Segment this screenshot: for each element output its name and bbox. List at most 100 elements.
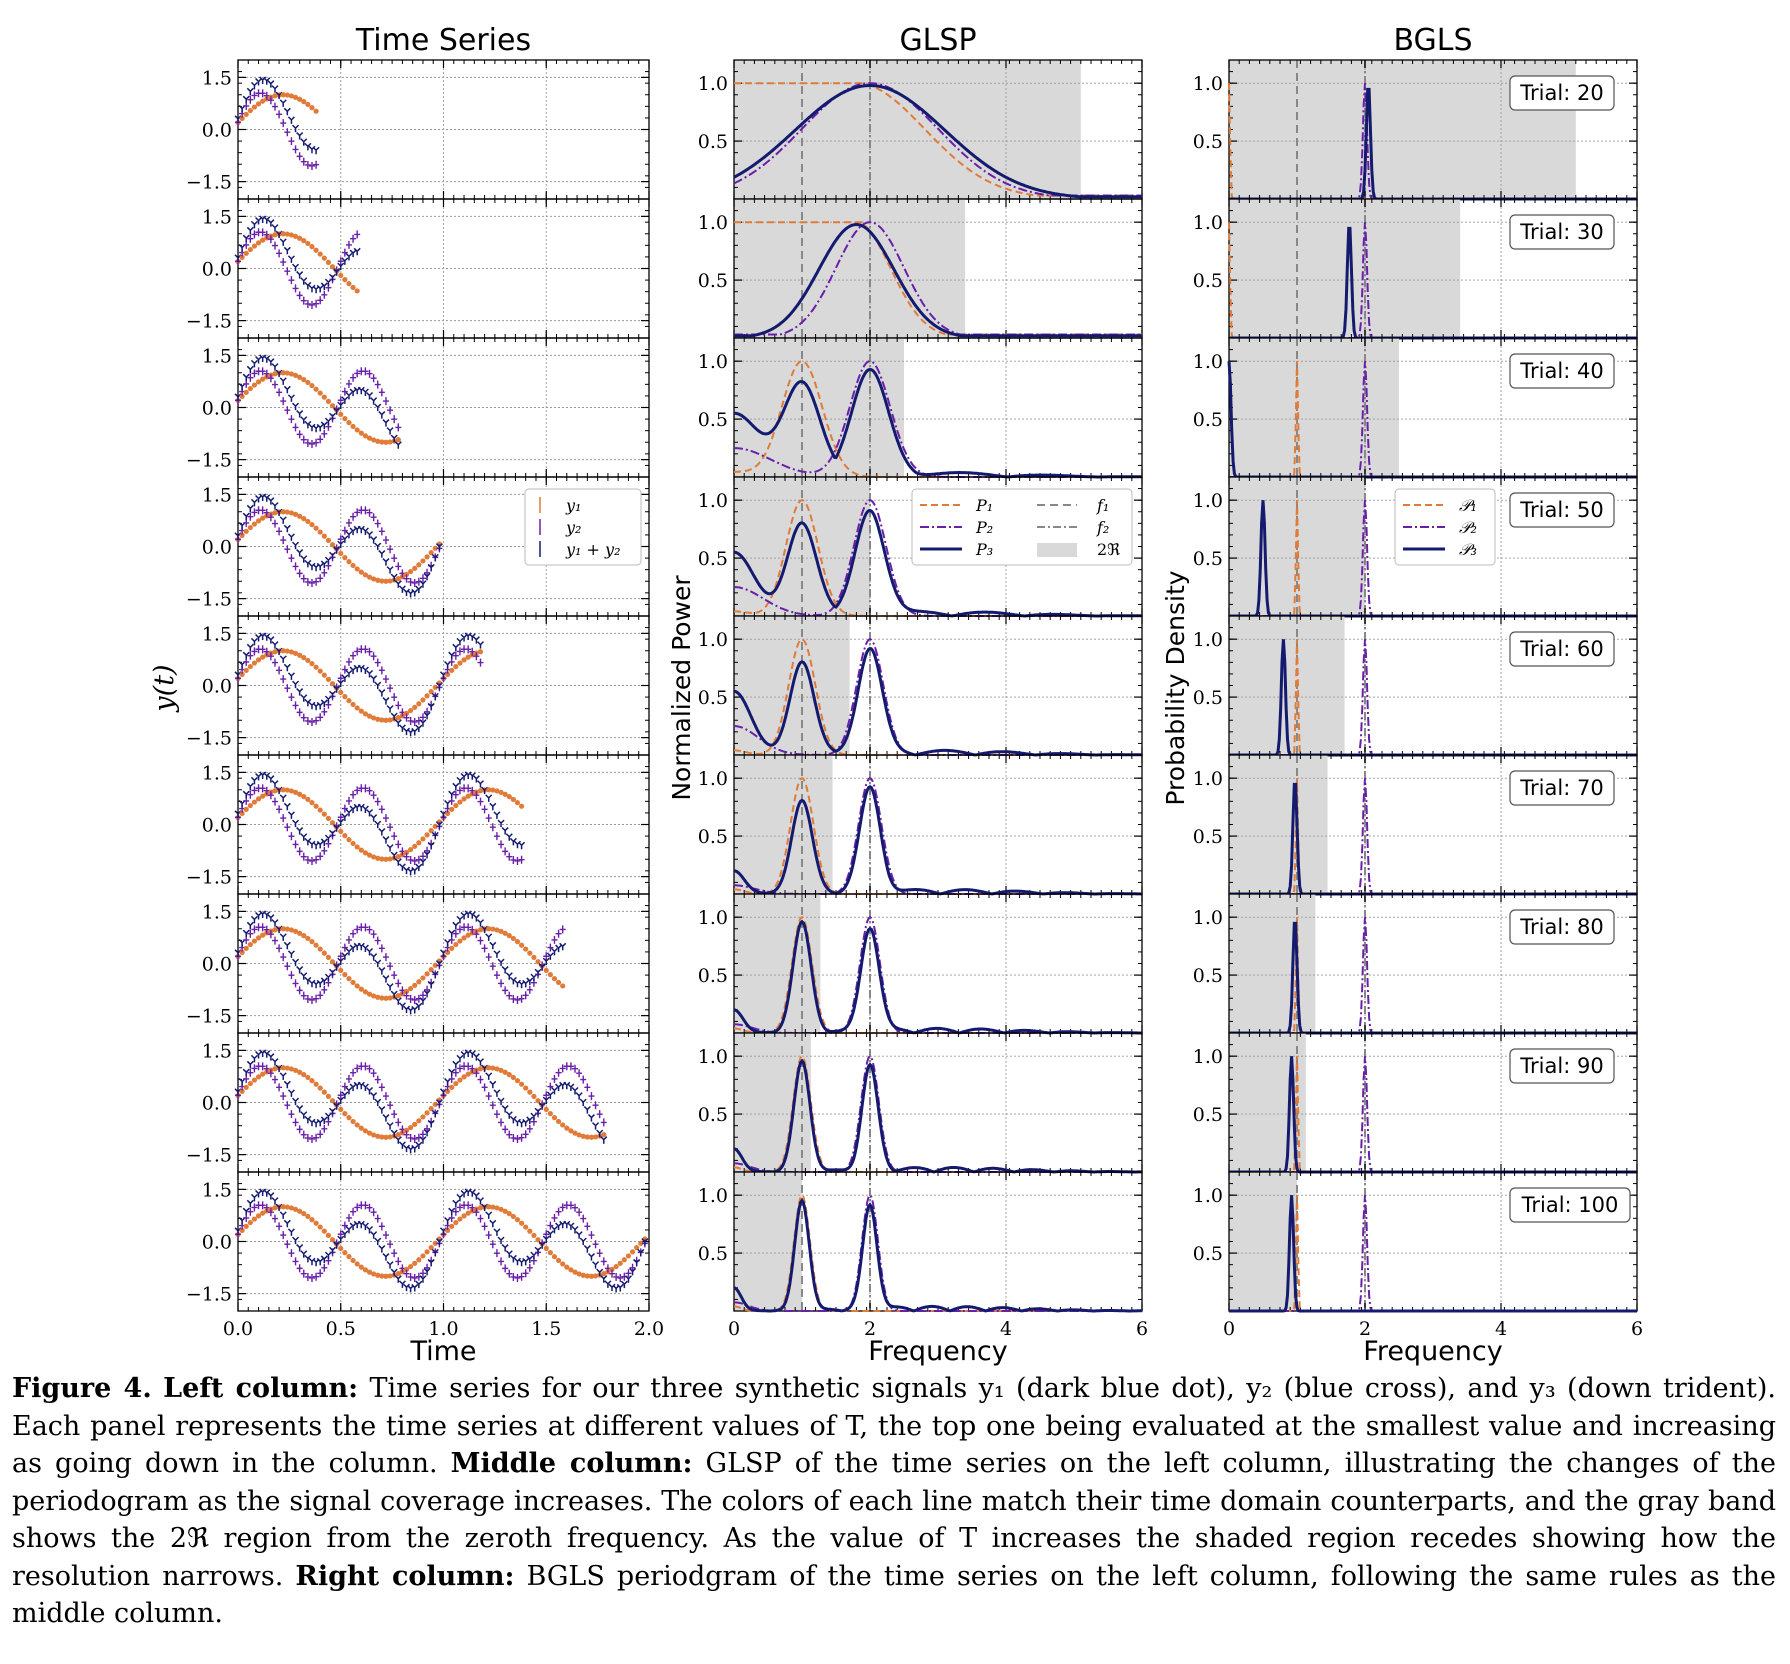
y1-point [502,791,508,797]
y1-point [535,1237,541,1243]
y1-point [260,515,266,521]
y3-point [263,911,271,919]
y1-point [395,715,401,721]
y-tick-label: 1.0 [698,1046,728,1068]
y3-point [279,933,287,941]
y1-point [321,255,327,261]
y1-point [346,1115,352,1121]
y3-point [587,1114,595,1122]
caption-right-body: BGLS periodgram of the time series on th… [12,1560,1777,1630]
y2-point [514,1134,521,1143]
y1-point [416,701,422,707]
y2-point [456,925,463,934]
y3-point [267,1053,275,1061]
y2-point [337,952,344,961]
y1-point [321,533,327,539]
y3-point [292,124,300,133]
y3-point [386,844,394,852]
y3-point [411,1283,419,1292]
y3-point [320,282,328,290]
y2-point [296,708,303,717]
y2-point [313,1272,320,1281]
y2-point [493,832,500,841]
y3-point [468,911,476,919]
y1-point [572,1269,578,1275]
y2-point [284,684,291,693]
y3-point [316,840,324,849]
y3-point [287,1089,295,1097]
y3-point [567,1222,575,1230]
legend-label-4: f₁ [1096,496,1109,515]
y1-point [366,1269,373,1275]
y2-point [345,1074,352,1083]
y3-point [452,782,460,791]
y1-point [584,1134,590,1140]
y1-point [358,986,364,992]
y2-point [341,1082,348,1091]
y3-point [345,252,353,261]
y2-point [267,374,274,383]
y2-point [551,1074,558,1083]
y2-point [498,1118,505,1127]
y3-point [357,942,365,951]
y1-point [379,578,385,584]
y1-point [329,264,336,270]
y3-point [398,1141,406,1149]
x-tick-label-freq: 0 [728,1318,740,1340]
y1-point [292,94,299,100]
y3-point [378,689,386,697]
legend-label-2: 𝒫₂ [1459,518,1477,537]
y1-point [375,1272,381,1278]
y3-point [538,1102,546,1110]
y3-point [555,944,563,953]
x-tick-label-freq: 4 [1495,1318,1507,1340]
y1-point [329,959,336,965]
y3-point [361,805,369,813]
y2-point [280,953,287,962]
y3-point [423,1128,431,1137]
y2-point [374,1214,381,1223]
y3-point [415,585,423,594]
y2-point [300,574,307,583]
y2-point [313,1133,320,1142]
y3-point [431,831,439,840]
y3-point [419,1275,427,1283]
y-tick-label: 0.5 [698,826,728,848]
trial-box [1509,1187,1631,1223]
y3-point [349,805,357,814]
y1-point [305,657,311,664]
y2-point [321,985,328,994]
y1-point [412,1121,418,1127]
y3-point [361,1222,369,1230]
y3-point [267,219,275,227]
y2-point [317,1269,324,1278]
y-tick-label: 0.5 [1193,965,1223,987]
y1-point [514,800,521,806]
y1-point [288,232,295,238]
y1-point [543,1245,549,1252]
y-tick-label: 1.5 [202,762,232,784]
y1-point [383,856,389,862]
y2-point [543,1230,550,1239]
y1-point [403,1127,410,1133]
y1-point [465,1071,471,1077]
y3-point [320,421,328,429]
y1-point [284,370,290,376]
y2-point [276,527,283,536]
y1-point [506,794,512,800]
y1-point [321,950,327,956]
time-series-panel-8: 1.50.0−1.5 [186,1032,650,1173]
band-2R [734,894,821,1033]
y1-point [239,1088,245,1094]
y1-point [588,1273,595,1279]
y1-point [449,1084,455,1090]
y1-point [432,545,438,551]
y-tick-label: 1.5 [202,623,232,645]
y1-point [494,1205,500,1211]
y1-point [354,1261,360,1267]
y3-point [283,663,291,672]
y1-point [498,1067,504,1073]
y3-point [370,397,378,405]
y2-point [271,936,278,945]
